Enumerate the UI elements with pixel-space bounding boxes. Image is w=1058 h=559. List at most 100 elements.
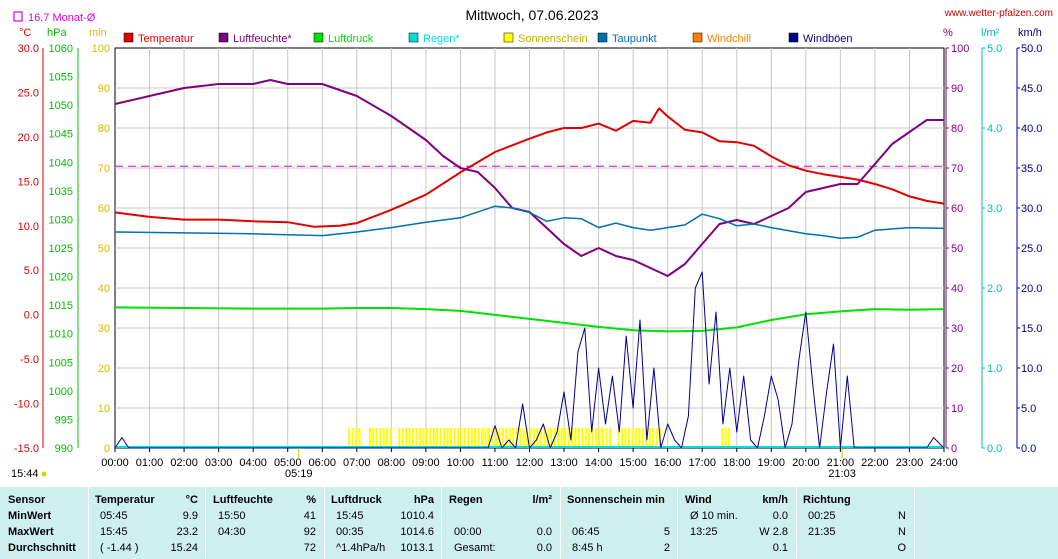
stats-header: Sensor bbox=[8, 494, 46, 506]
stats-col-unit: % bbox=[306, 494, 316, 506]
x-tick-label: 19:00 bbox=[758, 457, 786, 469]
sunrise-marker: 05:19 bbox=[285, 448, 313, 480]
column-divider bbox=[796, 487, 797, 559]
unit-wind: km/h bbox=[1018, 27, 1042, 39]
sunset-marker: 21:03 bbox=[828, 448, 856, 480]
legend-swatch bbox=[313, 32, 324, 43]
wind-tick-label: 25.0 bbox=[1021, 243, 1042, 255]
x-tick-label: 23:00 bbox=[896, 457, 924, 469]
pressure-tick-label: 1050 bbox=[49, 100, 73, 112]
rain-tick-label: 0.0 bbox=[987, 443, 1002, 455]
unit-rain: l/m² bbox=[981, 27, 1000, 39]
wind-tick-label: 0.0 bbox=[1021, 443, 1036, 455]
x-tick-label: 08:00 bbox=[378, 457, 406, 469]
stats-cell-time: ( -1.44 ) bbox=[100, 542, 139, 554]
stats-col-unit: hPa bbox=[413, 494, 434, 506]
chart-title: Mittwoch, 07.06.2023 bbox=[465, 7, 598, 23]
legend-swatch bbox=[123, 32, 134, 43]
stats-cell-time: Ø 10 min. bbox=[690, 510, 738, 522]
legend-label: Temperatur bbox=[138, 33, 194, 45]
stats-col-unit: l/m² bbox=[532, 494, 552, 506]
pressure-tick-label: 1040 bbox=[49, 157, 73, 169]
sunshine-bar bbox=[591, 428, 594, 448]
x-tick-label: 00:00 bbox=[101, 457, 129, 469]
sunshine-bar bbox=[598, 428, 601, 448]
sunshine-bar bbox=[724, 428, 727, 448]
sunshine-bar bbox=[422, 428, 425, 448]
x-tick-label: 06:00 bbox=[308, 457, 336, 469]
sunshine-bar bbox=[624, 428, 627, 448]
legend-swatch bbox=[788, 32, 799, 43]
column-divider bbox=[677, 487, 678, 559]
humidity-tick-label: 90 bbox=[951, 83, 963, 95]
series-line-luftfeuchte bbox=[114, 79, 944, 277]
sunshine-bar bbox=[450, 428, 453, 448]
rain-tick-label: 2.0 bbox=[987, 283, 1002, 295]
sunshine-tick-label: 50 bbox=[98, 243, 110, 255]
series-line-taupunkt bbox=[114, 205, 945, 239]
legend-swatch bbox=[218, 32, 229, 43]
sunshine-bar bbox=[512, 428, 515, 448]
stats-cell-time: 21:35 bbox=[808, 526, 836, 538]
stats-cell-value: 9.9 bbox=[182, 510, 198, 522]
sunshine-bar bbox=[564, 428, 567, 448]
sunshine-bar bbox=[508, 428, 511, 448]
pressure-tick-label: 1025 bbox=[49, 243, 73, 255]
pressure-tick-label: 1030 bbox=[49, 214, 73, 226]
x-tick-label: 11:00 bbox=[482, 457, 509, 469]
sun-dot-icon bbox=[41, 471, 47, 477]
stats-cell-value: O bbox=[897, 542, 906, 554]
sunshine-bar bbox=[655, 428, 658, 448]
sunshine-bar bbox=[436, 428, 439, 448]
x-tick-label: 13:00 bbox=[550, 457, 578, 469]
site-link[interactable]: www.wetter-pfalzen.com bbox=[944, 8, 1053, 19]
stats-cell-time: 13:25 bbox=[690, 526, 718, 538]
wind-tick-label: 15.0 bbox=[1021, 323, 1042, 335]
sunshine-tick-label: 40 bbox=[98, 283, 110, 295]
rain-tick-label: 4.0 bbox=[987, 123, 1002, 135]
sunshine-bar bbox=[460, 428, 463, 448]
sunshine-bar bbox=[467, 428, 470, 448]
sunshine-bar bbox=[446, 428, 449, 448]
sunshine-bar bbox=[529, 428, 532, 448]
sunshine-bar bbox=[648, 428, 651, 448]
unit-pressure: hPa bbox=[47, 27, 67, 39]
x-tick-label: 01:00 bbox=[136, 457, 164, 469]
stats-col-header: Luftfeuchte bbox=[213, 494, 273, 506]
sunshine-tick-label: 10 bbox=[98, 403, 110, 415]
sunshine-bar bbox=[439, 428, 442, 448]
sunshine-bar bbox=[634, 428, 637, 448]
stats-cell-value: 41 bbox=[303, 510, 316, 522]
sunshine-bar bbox=[631, 428, 634, 448]
sunshine-bar bbox=[463, 428, 466, 448]
stats-col-header: Regen bbox=[449, 494, 483, 506]
series-lines bbox=[114, 79, 945, 449]
sunshine-bar bbox=[543, 428, 546, 448]
sunshine-tick-label: 80 bbox=[98, 123, 110, 135]
stats-col-header: Richtung bbox=[803, 494, 851, 506]
stats-cell-time: 8:45 h bbox=[572, 542, 603, 554]
rain-tick-label: 5.0 bbox=[987, 43, 1002, 55]
column-divider bbox=[205, 487, 206, 559]
weather-chart: 00:00 01:00 02:00 03:00 04:00 05:00 06:00 07:00… bbox=[11, 7, 1053, 480]
sunshine-bar bbox=[408, 428, 411, 448]
x-tick-label: 20:00 bbox=[792, 457, 820, 469]
stats-cell-value: 0.0 bbox=[536, 542, 552, 554]
sunshine-bar bbox=[398, 428, 401, 448]
stats-col-header: Sonnenschein min bbox=[567, 494, 665, 506]
stats-cell-value: N bbox=[898, 526, 906, 538]
sunshine-bar bbox=[375, 428, 378, 448]
column-divider bbox=[324, 487, 325, 559]
sunshine-tick-label: 70 bbox=[98, 163, 110, 175]
wind-tick-label: 5.0 bbox=[1021, 403, 1036, 415]
sunshine-bar bbox=[368, 428, 371, 448]
unit-temperature: °C bbox=[19, 27, 31, 39]
stats-cell-time: 06:45 bbox=[572, 526, 600, 538]
sunshine-bar bbox=[432, 428, 435, 448]
sunshine-bar bbox=[481, 428, 484, 448]
sunshine-bar bbox=[605, 428, 608, 448]
humidity-tick-label: 50 bbox=[951, 243, 963, 255]
sunshine-bar bbox=[577, 428, 580, 448]
sunshine-tick-label: 90 bbox=[98, 83, 110, 95]
temperature-tick-label: 25.0 bbox=[18, 87, 39, 99]
